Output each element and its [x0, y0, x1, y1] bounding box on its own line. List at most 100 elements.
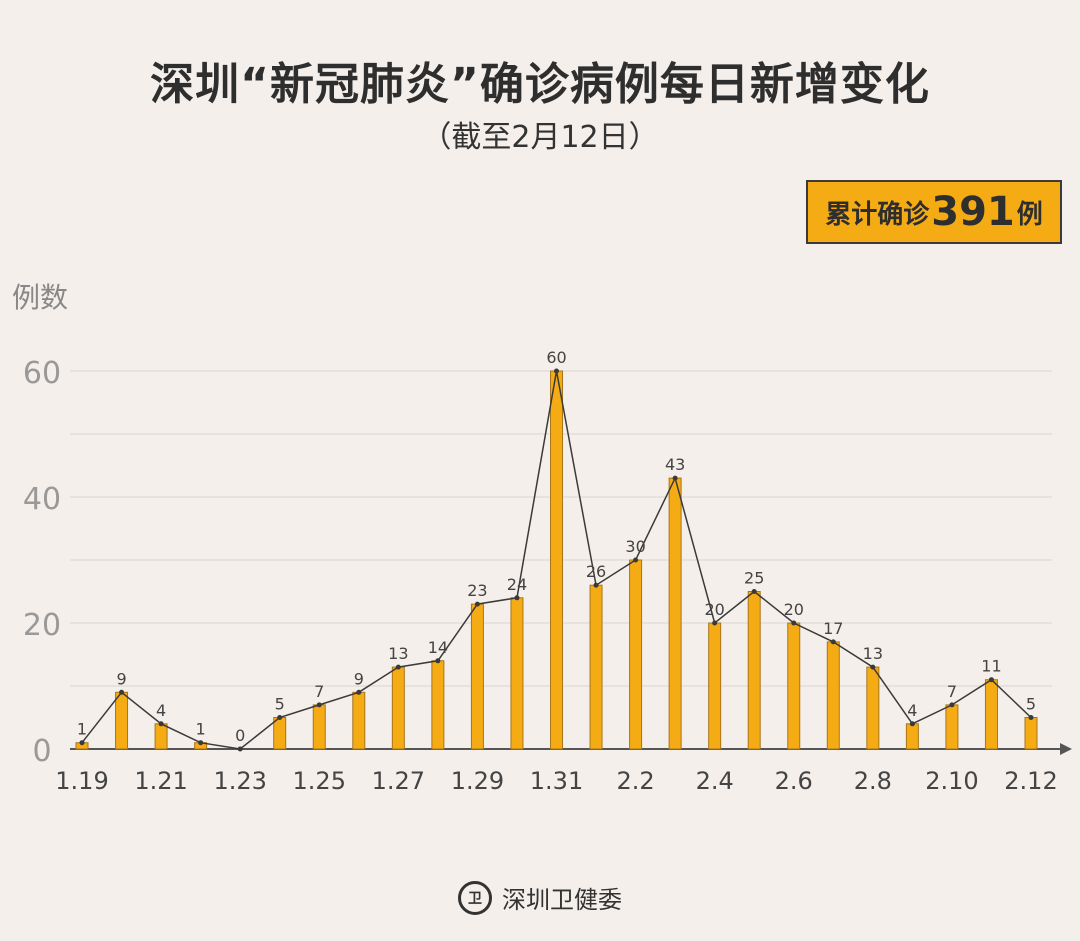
- bar: [866, 666, 880, 750]
- bar: [747, 591, 761, 750]
- data-point: [356, 689, 362, 695]
- data-label: 0: [235, 726, 245, 745]
- total-prefix: 累计确诊: [825, 199, 930, 230]
- data-label: 23: [467, 581, 487, 600]
- data-point: [909, 721, 915, 727]
- data-label: 25: [744, 569, 764, 588]
- data-label: 20: [704, 600, 724, 619]
- data-label: 9: [354, 669, 364, 688]
- x-tick-label: 1.27: [372, 767, 425, 795]
- data-label: 20: [784, 600, 804, 619]
- total-cases-badge: 累计确诊 391 例: [806, 180, 1062, 244]
- bar: [708, 622, 722, 750]
- data-point: [988, 677, 994, 683]
- y-tick-label: 60: [23, 356, 61, 391]
- data-label: 13: [388, 644, 408, 663]
- data-label: 24: [507, 575, 527, 594]
- footer-org: 深圳卫健委: [502, 886, 622, 914]
- bar: [510, 597, 524, 750]
- chart-subtitle: （截至2月12日）: [421, 120, 659, 155]
- data-point: [712, 620, 718, 626]
- data-label: 4: [156, 701, 166, 720]
- data-label: 43: [665, 455, 685, 474]
- data-label: 1: [77, 720, 87, 739]
- data-label: 11: [981, 657, 1001, 676]
- total-suffix: 例: [1016, 199, 1043, 230]
- data-point: [593, 582, 599, 588]
- bar: [352, 691, 366, 750]
- data-point: [79, 740, 85, 746]
- x-tick-label: 1.21: [134, 767, 187, 795]
- bar: [470, 603, 484, 750]
- data-point: [119, 689, 125, 695]
- data-point: [1028, 715, 1034, 720]
- org-logo-icon: 卫: [458, 880, 492, 915]
- data-label: 1: [196, 720, 206, 739]
- x-axis-arrow-icon: [1060, 743, 1072, 755]
- data-label: 14: [428, 638, 448, 657]
- x-tick-label: 2.12: [1004, 767, 1057, 795]
- x-tick-label: 1.23: [213, 767, 266, 795]
- data-label: 30: [625, 537, 645, 556]
- data-point: [198, 740, 204, 746]
- bar: [826, 641, 840, 750]
- x-tick-label: 2.4: [696, 767, 734, 795]
- bar: [787, 622, 801, 750]
- data-label: 60: [546, 348, 566, 367]
- bar: [629, 559, 643, 750]
- data-point: [277, 715, 283, 720]
- data-point: [514, 595, 520, 601]
- data-point: [554, 368, 559, 374]
- bar: [668, 477, 682, 750]
- data-point: [672, 475, 678, 481]
- bar: [945, 704, 959, 750]
- x-tick-label: 1.19: [55, 767, 108, 795]
- x-tick-label: 2.2: [616, 767, 654, 795]
- chart-title: 深圳“新冠肺炎”确诊病例每日新增变化: [150, 59, 930, 110]
- data-point: [870, 664, 876, 670]
- data-point: [751, 589, 757, 594]
- bar: [984, 679, 998, 750]
- x-tick-label: 1.29: [451, 767, 504, 795]
- bar: [589, 584, 603, 750]
- bar: [550, 370, 563, 750]
- bar: [312, 704, 326, 750]
- data-point: [633, 557, 639, 563]
- x-tick-label: 2.8: [854, 767, 892, 795]
- data-label: 9: [116, 669, 126, 688]
- data-label: 13: [863, 644, 883, 663]
- y-tick-label: 20: [23, 608, 61, 643]
- data-label: 5: [275, 695, 285, 714]
- y-tick-label: 0: [32, 734, 51, 769]
- data-point: [474, 601, 480, 607]
- data-point: [791, 620, 797, 626]
- data-point: [316, 702, 322, 708]
- bar: [391, 666, 405, 750]
- data-point: [158, 721, 164, 727]
- bar: [905, 723, 919, 750]
- x-tick-label: 2.6: [775, 767, 813, 795]
- bar: [154, 723, 168, 750]
- data-label: 4: [907, 701, 917, 720]
- y-tick-label: 40: [23, 482, 61, 517]
- y-axis-label: 例数: [12, 281, 69, 314]
- total-value: 391: [931, 189, 1015, 235]
- data-label: 17: [823, 619, 843, 638]
- footer: 卫 深圳卫健委: [0, 880, 1080, 915]
- data-point: [949, 702, 955, 708]
- data-point: [395, 664, 401, 670]
- data-label: 5: [1026, 695, 1036, 714]
- bar: [115, 691, 129, 750]
- bar: [431, 660, 445, 750]
- data-label: 7: [947, 682, 957, 701]
- bar: [1024, 717, 1038, 750]
- chart-svg: 0 20 40 60 1 9 4 1 0 5 7 9 13 14 23 24 60 26 30 43 20 25 20 17 1…: [23, 348, 1072, 795]
- data-label: 7: [314, 682, 324, 701]
- x-tick-label: 1.31: [530, 767, 583, 795]
- x-tick-label: 2.10: [925, 767, 978, 795]
- data-point: [435, 658, 441, 664]
- bar: [273, 717, 287, 750]
- data-point: [830, 639, 836, 645]
- x-tick-label: 1.25: [293, 767, 346, 795]
- data-point: [237, 746, 243, 752]
